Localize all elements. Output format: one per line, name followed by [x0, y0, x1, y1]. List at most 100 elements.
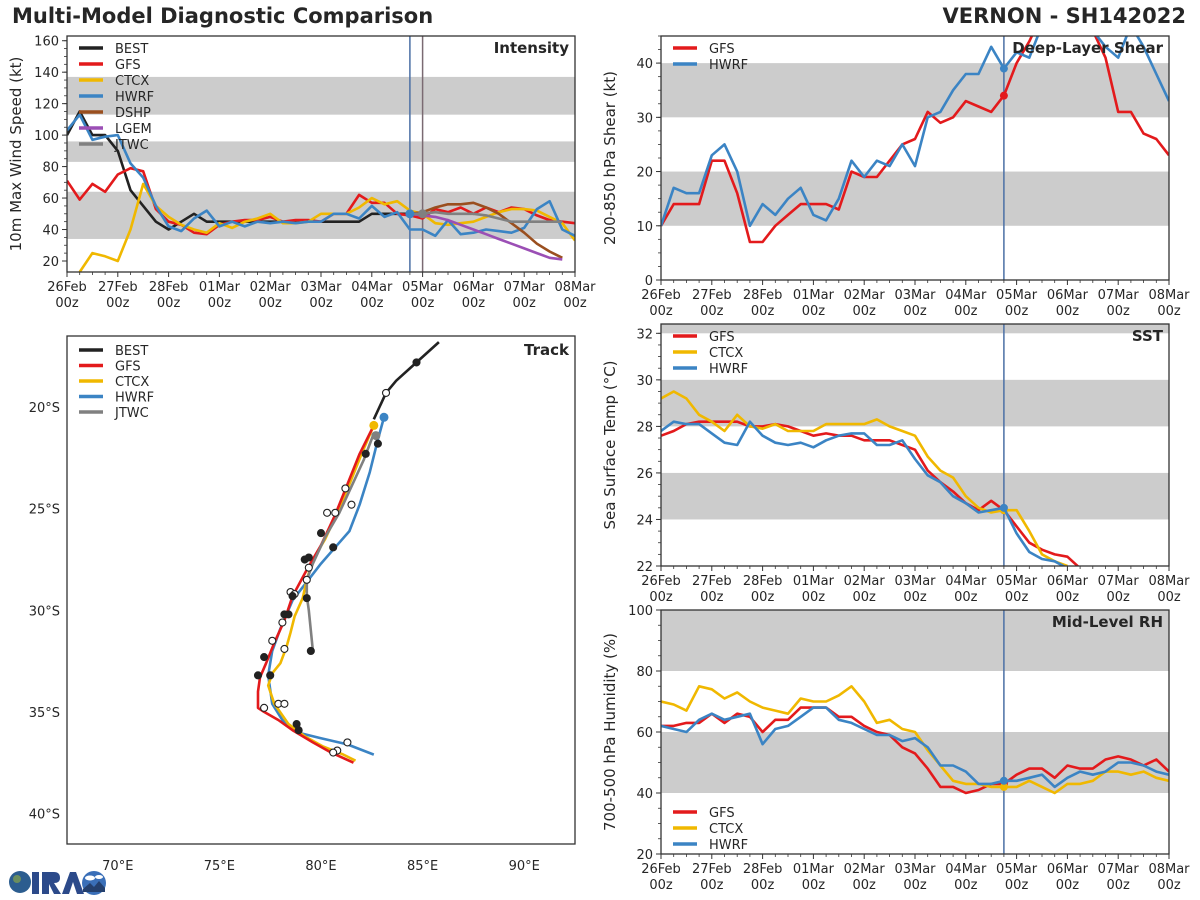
lat-tick-label: 25°S — [29, 503, 60, 518]
track-point-open — [343, 738, 352, 747]
x-tick-label: 00z — [1005, 590, 1029, 605]
x-tick-label: 27Feb — [692, 574, 732, 589]
legend-label: HWRF — [115, 391, 154, 406]
x-tick-label: 01Mar — [793, 288, 835, 303]
x-tick-label: 00z — [954, 304, 978, 319]
x-tick-label: 00z — [1107, 304, 1131, 319]
shaded-band — [661, 732, 1169, 793]
track-point-open — [331, 508, 340, 517]
y-tick-label: 26 — [636, 467, 653, 482]
y-axis-label: 200-850 hPa Shear (kt) — [601, 71, 619, 245]
analysis-point-hwrf — [999, 64, 1008, 73]
analysis-point-hwrf — [999, 503, 1008, 512]
analysis-point-ctcx — [999, 782, 1008, 791]
panel-title: Intensity — [494, 39, 570, 57]
x-tick-label: 00z — [853, 304, 877, 319]
panel-track: 70°E 75°E 80°E 85°E 90°E 20°S 25°S 30°S 35°S 40°S… — [29, 335, 576, 874]
panel-title: Mid-Level RH — [1052, 613, 1163, 631]
panel-shear: 01020304026Feb00z27Feb00z28Feb00z01Mar00… — [601, 35, 1190, 319]
x-tick-label: 03Mar — [894, 862, 936, 877]
series-line-ctcx — [661, 390, 1068, 566]
x-tick-label: 00z — [462, 296, 486, 311]
y-tick-label: 0 — [645, 274, 653, 289]
track-point-open — [268, 636, 277, 645]
legend-label: HWRF — [709, 362, 748, 377]
x-tick-label: 03Mar — [894, 288, 936, 303]
legend-label: HWRF — [709, 58, 748, 73]
x-tick-label: 00z — [751, 590, 775, 605]
analysis-point-hwrf — [999, 776, 1008, 785]
track-point-filled — [288, 592, 297, 601]
x-tick-label: 00z — [903, 878, 927, 893]
y-tick-label: 30 — [636, 111, 653, 126]
x-tick-label: 02Mar — [844, 288, 886, 303]
series-line-hwrf — [661, 36, 1169, 228]
x-tick-label: 26Feb — [641, 288, 681, 303]
track-point-filled — [284, 610, 293, 619]
x-tick-label: 00z — [802, 590, 826, 605]
x-tick-label: 04Mar — [945, 288, 987, 303]
x-tick-label: 02Mar — [250, 280, 292, 295]
x-tick-label: 00z — [802, 304, 826, 319]
legend-label: GFS — [709, 806, 735, 821]
legend-label: GFS — [709, 42, 735, 57]
x-tick-label: 00z — [1005, 878, 1029, 893]
legend-label: CTCX — [709, 822, 743, 837]
y-tick-label: 32 — [636, 327, 653, 342]
x-tick-label: 00z — [700, 590, 724, 605]
y-tick-label: 160 — [34, 35, 59, 50]
y-tick-label: 20 — [636, 848, 653, 863]
legend-label: HWRF — [115, 90, 154, 105]
x-tick-label: 07Mar — [1098, 288, 1140, 303]
y-tick-label: 80 — [636, 665, 653, 680]
shaded-band — [67, 141, 575, 162]
y-tick-label: 120 — [34, 98, 59, 113]
shaded-band — [661, 324, 1169, 334]
series-line-gfs — [661, 36, 1169, 244]
x-tick-label: 27Feb — [692, 288, 732, 303]
legend-label: LGEM — [115, 122, 152, 137]
x-tick-label: 01Mar — [793, 862, 835, 877]
x-tick-label: 28Feb — [149, 280, 189, 295]
legend-label: CTCX — [709, 346, 743, 361]
x-tick-label: 08Mar — [1148, 288, 1190, 303]
x-tick-label: 06Mar — [1047, 574, 1089, 589]
track-point-filled — [294, 726, 303, 735]
x-tick-label: 01Mar — [793, 574, 835, 589]
track-point-open — [280, 644, 289, 653]
track-point-filled — [316, 529, 326, 538]
x-tick-label: 27Feb — [692, 862, 732, 877]
legend-label: GFS — [115, 58, 141, 73]
lon-tick-label: 90°E — [509, 859, 540, 874]
track-point-open — [260, 703, 269, 712]
track-point-filled — [373, 439, 382, 448]
x-tick-label: 00z — [903, 590, 927, 605]
map-frame — [66, 335, 576, 845]
panel-title: Deep-Layer Shear — [1012, 39, 1163, 57]
track-point-filled — [329, 543, 338, 552]
y-axis-label: 10m Max Wind Speed (kt) — [7, 57, 25, 252]
x-tick-label: 00z — [649, 304, 673, 319]
x-tick-label: 04Mar — [945, 862, 987, 877]
y-tick-label: 140 — [34, 66, 59, 81]
x-tick-label: 00z — [1005, 304, 1029, 319]
y-tick-label: 60 — [42, 192, 59, 207]
x-tick-label: 04Mar — [351, 280, 393, 295]
series-group — [661, 684, 1169, 795]
series-group — [67, 110, 575, 272]
analysis-point-jtwc — [418, 209, 428, 219]
x-tick-label: 08Mar — [1148, 574, 1190, 589]
y-tick-label: 40 — [636, 787, 653, 802]
x-tick-label: 00z — [1107, 878, 1131, 893]
y-tick-label: 10 — [636, 220, 653, 235]
panel-sst: 22242628303226Feb00z27Feb00z28Feb00z01Ma… — [601, 323, 1190, 605]
x-tick-label: 00z — [954, 878, 978, 893]
lon-tick-label: 75°E — [204, 859, 235, 874]
track-line-jtwc — [305, 433, 376, 652]
